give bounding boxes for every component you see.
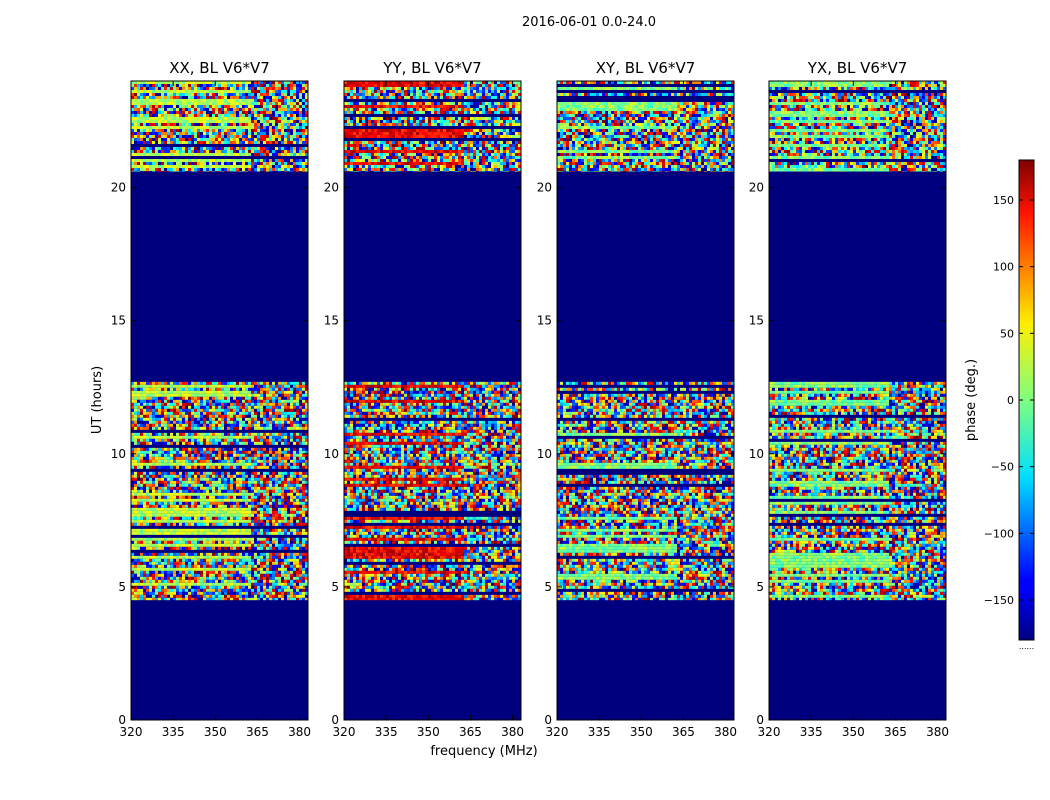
panel-yy: YY, BL V6*V7 320 335 350 365 380 0 5 10 15 20 [324, 59, 524, 739]
colorbar-underlabel: ...... [1019, 642, 1034, 651]
y-tick-label: 15 [537, 314, 552, 328]
y-tick-label: 15 [749, 314, 764, 328]
x-tick-label: 350 [630, 725, 653, 739]
x-axis-label: frequency (MHz) [430, 744, 537, 759]
panel-frame [768, 80, 947, 721]
phase-heatmap [769, 81, 946, 601]
x-tick-label: 335 [800, 725, 823, 739]
y-tick-label: 5 [756, 580, 764, 594]
x-tick-label: 335 [375, 725, 398, 739]
panel-xy: XY, BL V6*V7 320 335 350 365 380 0 5 10 15 20 [537, 59, 737, 739]
panel-xx: XX, BL V6*V7 320 335 350 365 380 0 5 10 15 20 [111, 59, 311, 739]
y-tick-label: 0 [331, 713, 339, 727]
x-tick-label: 320 [333, 725, 356, 739]
colorbar-tick-label: −100 [984, 527, 1014, 540]
x-tick-label: 380 [714, 725, 737, 739]
y-tick-label: 20 [111, 181, 126, 195]
y-tick-label: 10 [324, 447, 339, 461]
x-tick-label: 365 [672, 725, 695, 739]
y-tick-label: 10 [111, 447, 126, 461]
colorbar: −150 −100 −50 0 50 100 150 phase (deg.)...... [964, 159, 1035, 651]
x-tick-label: 380 [926, 725, 949, 739]
panel-title: XY, BL V6*V7 [596, 59, 696, 77]
x-tick-label: 350 [417, 725, 440, 739]
x-tick-label: 320 [120, 725, 143, 739]
x-tick-label: 380 [288, 725, 311, 739]
panel-title: YY, BL V6*V7 [382, 59, 481, 77]
y-tick-label: 0 [544, 713, 552, 727]
y-tick-label: 20 [749, 181, 764, 195]
colorbar-tick-label: −150 [984, 594, 1014, 607]
panel-title: YX, BL V6*V7 [807, 59, 908, 77]
x-tick-label: 320 [546, 725, 569, 739]
y-tick-label: 5 [118, 580, 126, 594]
phase-heatmap [131, 81, 308, 601]
phase-heatmap [557, 81, 734, 601]
y-tick-label: 5 [544, 580, 552, 594]
panel-frame [556, 80, 735, 721]
colorbar-tick-label: −50 [991, 461, 1014, 474]
y-tick-label: 15 [324, 314, 339, 328]
x-tick-label: 350 [204, 725, 227, 739]
x-tick-label: 335 [162, 725, 185, 739]
y-tick-label: 0 [756, 713, 764, 727]
colorbar-label: phase (deg.) [964, 359, 979, 441]
phase-heatmap [344, 81, 521, 601]
panel-frame [130, 80, 309, 721]
colorbar-tick-label: 150 [993, 194, 1014, 207]
panel-frame [343, 80, 522, 721]
y-tick-label: 10 [537, 447, 552, 461]
colorbar-tick-label: 0 [1007, 394, 1014, 407]
panel-yx: YX, BL V6*V7 320 335 350 365 380 0 5 10 15 20 [749, 59, 949, 739]
panel-title: XX, BL V6*V7 [169, 59, 270, 77]
y-tick-label: 20 [537, 181, 552, 195]
y-tick-label: 20 [324, 181, 339, 195]
x-tick-label: 350 [842, 725, 865, 739]
x-tick-label: 320 [758, 725, 781, 739]
x-tick-label: 335 [588, 725, 611, 739]
x-tick-label: 365 [884, 725, 907, 739]
figure-suptitle: 2016-06-01 0.0-24.0 [522, 15, 656, 30]
y-tick-label: 5 [331, 580, 339, 594]
colorbar-tick-label: 50 [1000, 327, 1014, 340]
y-tick-label: 0 [118, 713, 126, 727]
x-tick-label: 380 [501, 725, 524, 739]
x-tick-label: 365 [459, 725, 482, 739]
x-tick-label: 365 [246, 725, 269, 739]
colorbar-tick-label: 100 [993, 261, 1014, 274]
y-tick-label: 10 [749, 447, 764, 461]
y-tick-label: 15 [111, 314, 126, 328]
y-axis-label: UT (hours) [90, 366, 105, 434]
